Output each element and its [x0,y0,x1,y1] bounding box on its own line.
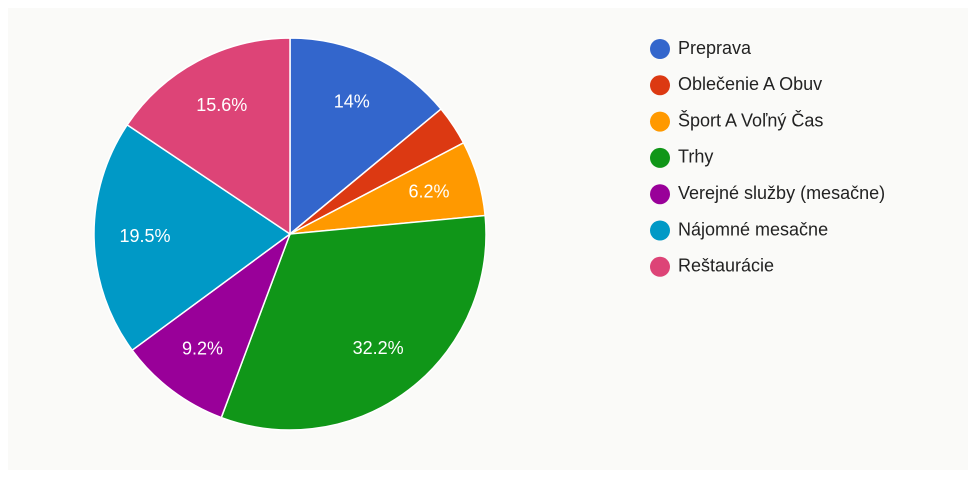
pie-slice [93,123,292,352]
slice-label: 6.2% [409,181,450,201]
slice-label: 15.6% [196,95,247,115]
pie-slice [126,37,291,236]
pie-slice [220,214,487,431]
pie-slice [131,231,292,419]
slice-label: 9.2% [182,338,223,358]
legend-label: Preprava [678,38,752,58]
slice-label: 19.5% [119,226,170,246]
legend-label: Reštaurácie [678,256,774,276]
legend-marker [650,147,670,168]
legend-marker [650,184,670,205]
legend-label: Trhy [678,147,713,167]
slice-label: 14% [334,92,370,112]
legend-label: Oblečenie A Obuv [678,74,822,94]
legend-label: Nájomné mesačne [678,219,828,239]
legend-marker [650,75,670,96]
legend-marker [650,39,670,59]
legend-marker [650,220,670,241]
legend-marker [650,111,670,132]
legend-label: Šport A Voľný Čas [678,109,823,130]
pie-slice [289,37,443,236]
slice-label: 32.2% [353,338,404,358]
legend-label: Verejné služby (mesačne) [678,183,885,203]
legend-marker [650,256,670,277]
